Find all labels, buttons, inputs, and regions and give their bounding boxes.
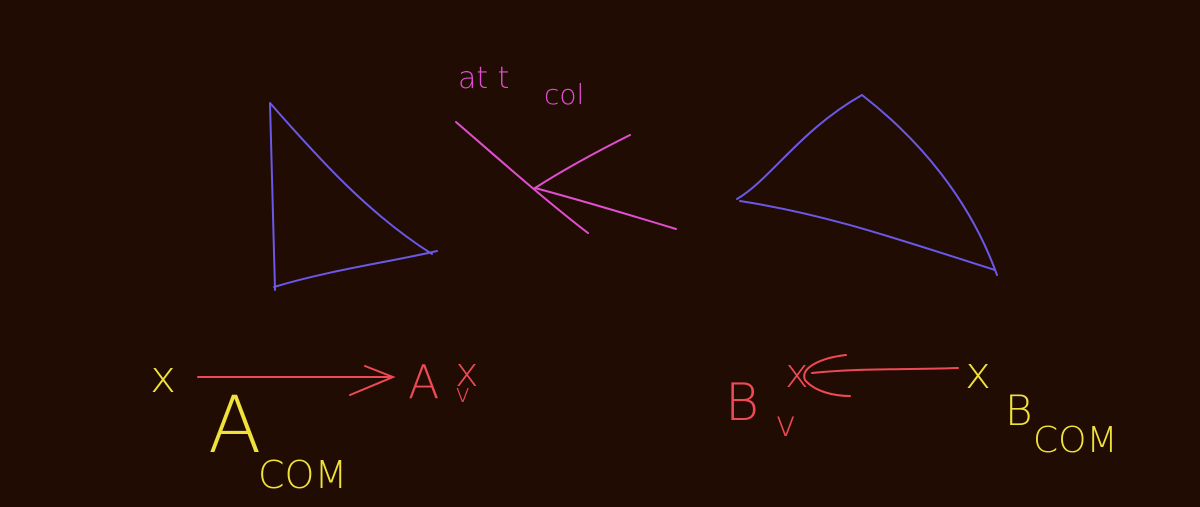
left-label-subsub: COM bbox=[258, 453, 347, 497]
triangle-a bbox=[269, 102, 438, 291]
collision-arrows bbox=[455, 121, 677, 234]
right-target-main: B bbox=[725, 373, 759, 433]
left-target-sub: v bbox=[455, 379, 470, 409]
annotation-main: at t bbox=[458, 61, 509, 96]
triangle-b bbox=[736, 94, 998, 276]
right-label-main: x bbox=[965, 348, 991, 399]
arrow-a bbox=[197, 365, 396, 396]
arrow-b bbox=[803, 354, 959, 397]
right-target-sub: v bbox=[775, 404, 796, 445]
left-target-main: A bbox=[408, 355, 439, 409]
right-target-over: x bbox=[785, 351, 809, 397]
right-label-subsub: COM bbox=[1033, 420, 1118, 461]
left-label-sub: A bbox=[208, 381, 261, 471]
annotation-sub: col bbox=[544, 78, 584, 111]
left-label-main: x bbox=[150, 352, 176, 403]
right-label-sub: B bbox=[1005, 386, 1033, 435]
left-target-over: x bbox=[455, 350, 479, 396]
